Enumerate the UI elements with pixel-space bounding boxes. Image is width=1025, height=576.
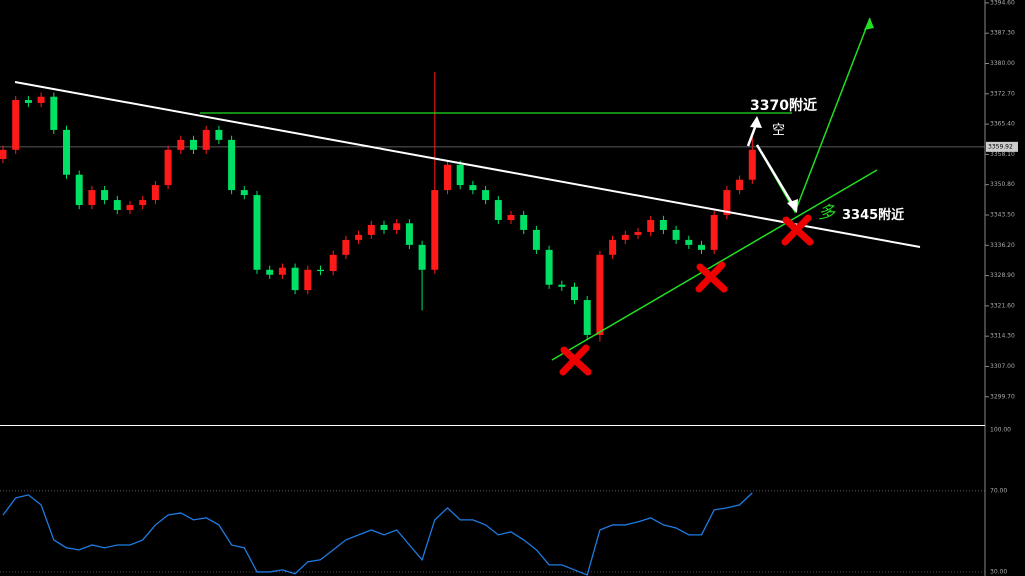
candle-body bbox=[151, 185, 159, 201]
candle-body bbox=[736, 179, 744, 191]
x-marks bbox=[559, 214, 814, 376]
y-tick-label: 3343.50 bbox=[990, 211, 1015, 218]
candle-body bbox=[583, 300, 591, 335]
y-tick-label: 3328.90 bbox=[990, 272, 1015, 279]
candle-body bbox=[418, 244, 426, 270]
candle-body bbox=[177, 139, 185, 150]
y-tick-label: 100.00 bbox=[990, 427, 1011, 434]
candle-body bbox=[88, 190, 96, 206]
candle-body bbox=[532, 229, 540, 250]
candle-body bbox=[240, 190, 248, 196]
y-tick-label: 30.00 bbox=[990, 568, 1007, 575]
candle-body bbox=[126, 205, 134, 211]
candle-body bbox=[431, 190, 439, 270]
resistance-line bbox=[14, 81, 921, 248]
candle-body bbox=[228, 139, 236, 191]
y-tick-label: 3365.40 bbox=[990, 121, 1015, 128]
candle-body bbox=[698, 244, 705, 250]
candle-body bbox=[634, 232, 642, 235]
arrow-head bbox=[787, 199, 798, 213]
candle-body bbox=[723, 190, 731, 215]
candle-body bbox=[202, 129, 210, 150]
candle-body bbox=[659, 219, 667, 230]
y-tick-label: 3350.80 bbox=[990, 181, 1015, 188]
y-tick-label: 3336.20 bbox=[990, 242, 1015, 249]
candle-body bbox=[113, 200, 121, 211]
candle-body bbox=[520, 214, 528, 230]
candle-body bbox=[101, 190, 109, 201]
candle-body bbox=[748, 149, 756, 180]
y-tick-label: 3321.60 bbox=[990, 302, 1015, 309]
candle-body bbox=[0, 149, 7, 159]
candle-body bbox=[393, 223, 401, 230]
candle-body bbox=[558, 284, 566, 287]
candle-body bbox=[75, 174, 83, 206]
annotations: 3370附近 空 多 3345附近 bbox=[14, 17, 921, 376]
candle-body bbox=[278, 267, 286, 275]
y-tick-label: 3380.00 bbox=[990, 60, 1015, 67]
y-tick-label: 3372.70 bbox=[990, 90, 1015, 97]
y-tick-label: 3307.00 bbox=[990, 363, 1015, 370]
candle-body bbox=[367, 224, 375, 235]
y-tick-label: 3387.30 bbox=[990, 30, 1015, 37]
candle-body bbox=[317, 269, 324, 272]
annotation: 3345附近 bbox=[842, 207, 904, 223]
candle-body bbox=[647, 219, 655, 233]
y-tick-label: 3299.70 bbox=[990, 393, 1015, 400]
annotation: 多 bbox=[818, 203, 836, 223]
candle-body bbox=[37, 96, 45, 103]
annotation: 空 bbox=[772, 123, 785, 138]
candle-body bbox=[190, 139, 197, 150]
candle-body bbox=[380, 224, 388, 230]
x-mark bbox=[695, 261, 728, 293]
y-tick-label: 70.00 bbox=[990, 487, 1007, 494]
candle-body bbox=[444, 164, 451, 191]
candle-body bbox=[342, 239, 350, 255]
y-tick-label: 3394.60 bbox=[990, 0, 1015, 6]
candle-body bbox=[621, 234, 629, 240]
candle-body bbox=[63, 129, 70, 175]
current-price-box bbox=[986, 141, 1018, 152]
candle-body bbox=[507, 214, 515, 220]
x-mark bbox=[781, 214, 814, 246]
candle-body bbox=[710, 214, 718, 250]
candle-body bbox=[291, 267, 299, 291]
candle-body bbox=[405, 223, 413, 245]
candle-body bbox=[266, 269, 274, 275]
annotation: 3370附近 bbox=[750, 97, 817, 114]
y-tick-label: 3314.30 bbox=[990, 333, 1015, 340]
current-price-label: 3359.92 bbox=[988, 143, 1013, 150]
candle-body bbox=[672, 229, 680, 240]
candle-body bbox=[304, 269, 312, 291]
candle-body bbox=[609, 239, 617, 255]
candle-body bbox=[355, 234, 363, 240]
candle-body bbox=[139, 200, 147, 206]
candle-body bbox=[596, 254, 604, 335]
y-tick-label: 3358.10 bbox=[990, 151, 1015, 158]
arrow-head bbox=[750, 116, 762, 128]
candle-body bbox=[164, 149, 172, 186]
candle-body bbox=[685, 239, 693, 245]
candle-body bbox=[253, 195, 261, 270]
support-line bbox=[551, 169, 878, 361]
candle-body bbox=[329, 254, 337, 272]
candle-body bbox=[469, 185, 477, 191]
candle-body bbox=[571, 286, 578, 301]
rsi-line bbox=[2, 492, 753, 576]
candle-body bbox=[494, 200, 502, 220]
arrow-head bbox=[864, 18, 874, 30]
x-mark bbox=[559, 344, 592, 376]
candle-body bbox=[215, 129, 223, 140]
candle-body bbox=[12, 100, 20, 150]
candle-body bbox=[545, 249, 553, 285]
white-arrow bbox=[755, 144, 795, 206]
candle-body bbox=[50, 96, 58, 130]
candle-body bbox=[24, 100, 32, 103]
candle-body bbox=[482, 190, 490, 201]
candle-body bbox=[456, 164, 464, 186]
